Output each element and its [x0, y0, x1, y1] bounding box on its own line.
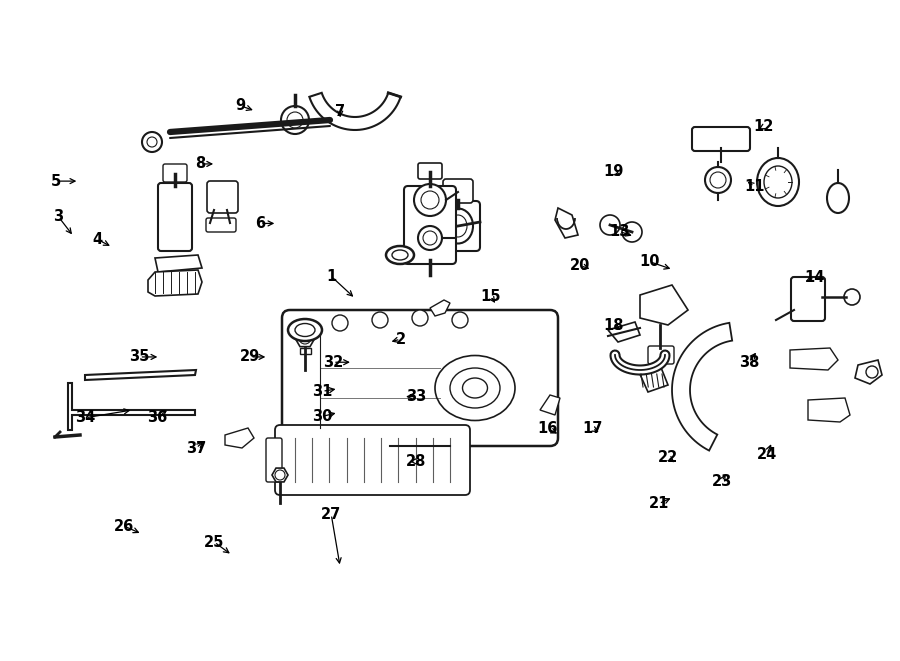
Circle shape: [705, 167, 731, 193]
Text: 16: 16: [537, 421, 557, 436]
Polygon shape: [540, 395, 560, 415]
Polygon shape: [68, 383, 195, 430]
FancyBboxPatch shape: [436, 201, 480, 251]
Ellipse shape: [386, 246, 414, 264]
Polygon shape: [640, 285, 688, 325]
Text: 10: 10: [640, 254, 660, 269]
Text: 1: 1: [326, 269, 337, 284]
FancyBboxPatch shape: [791, 277, 825, 321]
Polygon shape: [608, 322, 640, 342]
Text: 15: 15: [481, 289, 500, 303]
Text: 8: 8: [194, 157, 205, 171]
Polygon shape: [225, 428, 254, 448]
Text: 19: 19: [604, 165, 624, 179]
Polygon shape: [310, 93, 400, 130]
Circle shape: [622, 222, 642, 242]
Polygon shape: [555, 208, 578, 238]
Circle shape: [412, 310, 428, 326]
Circle shape: [281, 106, 309, 134]
Circle shape: [414, 184, 446, 216]
Text: 31: 31: [312, 384, 332, 399]
Text: 28: 28: [406, 454, 426, 469]
Text: 30: 30: [312, 409, 332, 424]
FancyBboxPatch shape: [692, 127, 750, 151]
Text: 37: 37: [186, 441, 206, 455]
FancyBboxPatch shape: [443, 179, 473, 203]
Polygon shape: [672, 323, 733, 451]
FancyBboxPatch shape: [418, 163, 442, 179]
FancyBboxPatch shape: [266, 438, 282, 482]
Text: 33: 33: [406, 389, 426, 404]
Text: 34: 34: [76, 410, 95, 425]
FancyBboxPatch shape: [158, 183, 192, 251]
Text: 9: 9: [235, 98, 246, 113]
Text: 6: 6: [255, 216, 266, 231]
Text: 29: 29: [240, 350, 260, 364]
FancyBboxPatch shape: [163, 164, 187, 182]
FancyBboxPatch shape: [275, 425, 470, 495]
FancyBboxPatch shape: [282, 310, 558, 446]
Circle shape: [866, 366, 878, 378]
Text: 23: 23: [712, 474, 732, 488]
Polygon shape: [155, 255, 202, 272]
Polygon shape: [148, 270, 202, 296]
Polygon shape: [272, 468, 288, 482]
Polygon shape: [430, 300, 450, 316]
Text: 3: 3: [53, 210, 64, 224]
Ellipse shape: [757, 158, 799, 206]
Circle shape: [142, 132, 162, 152]
Circle shape: [418, 226, 442, 250]
Text: 12: 12: [753, 120, 773, 134]
FancyBboxPatch shape: [206, 218, 236, 232]
Text: 35: 35: [130, 350, 149, 364]
Text: 38: 38: [739, 355, 759, 369]
Text: 22: 22: [658, 450, 678, 465]
Polygon shape: [790, 348, 838, 370]
Text: 11: 11: [744, 179, 764, 194]
Circle shape: [332, 315, 348, 331]
Polygon shape: [855, 360, 882, 384]
Ellipse shape: [288, 319, 322, 341]
Text: 5: 5: [50, 174, 61, 188]
Text: 2: 2: [395, 332, 406, 346]
Text: 27: 27: [321, 507, 341, 522]
Polygon shape: [85, 370, 196, 380]
Text: 4: 4: [92, 232, 103, 247]
Text: 25: 25: [204, 535, 224, 549]
Circle shape: [844, 289, 860, 305]
Polygon shape: [808, 398, 850, 422]
Text: 14: 14: [805, 270, 824, 285]
Circle shape: [372, 312, 388, 328]
Circle shape: [600, 215, 620, 235]
Polygon shape: [638, 365, 668, 392]
Ellipse shape: [827, 183, 849, 213]
Circle shape: [452, 312, 468, 328]
FancyBboxPatch shape: [300, 348, 310, 354]
Text: 36: 36: [148, 410, 167, 425]
Text: 20: 20: [571, 258, 590, 273]
FancyBboxPatch shape: [404, 186, 456, 264]
Text: 17: 17: [582, 421, 602, 436]
Polygon shape: [295, 329, 315, 346]
Text: 18: 18: [604, 318, 624, 332]
Text: 26: 26: [114, 519, 134, 533]
FancyBboxPatch shape: [207, 181, 238, 213]
Text: 32: 32: [323, 355, 343, 369]
FancyBboxPatch shape: [648, 346, 674, 364]
Ellipse shape: [443, 208, 473, 243]
Text: 21: 21: [649, 496, 669, 511]
Text: 24: 24: [757, 447, 777, 462]
Text: 13: 13: [609, 224, 629, 239]
Text: 7: 7: [335, 104, 346, 118]
